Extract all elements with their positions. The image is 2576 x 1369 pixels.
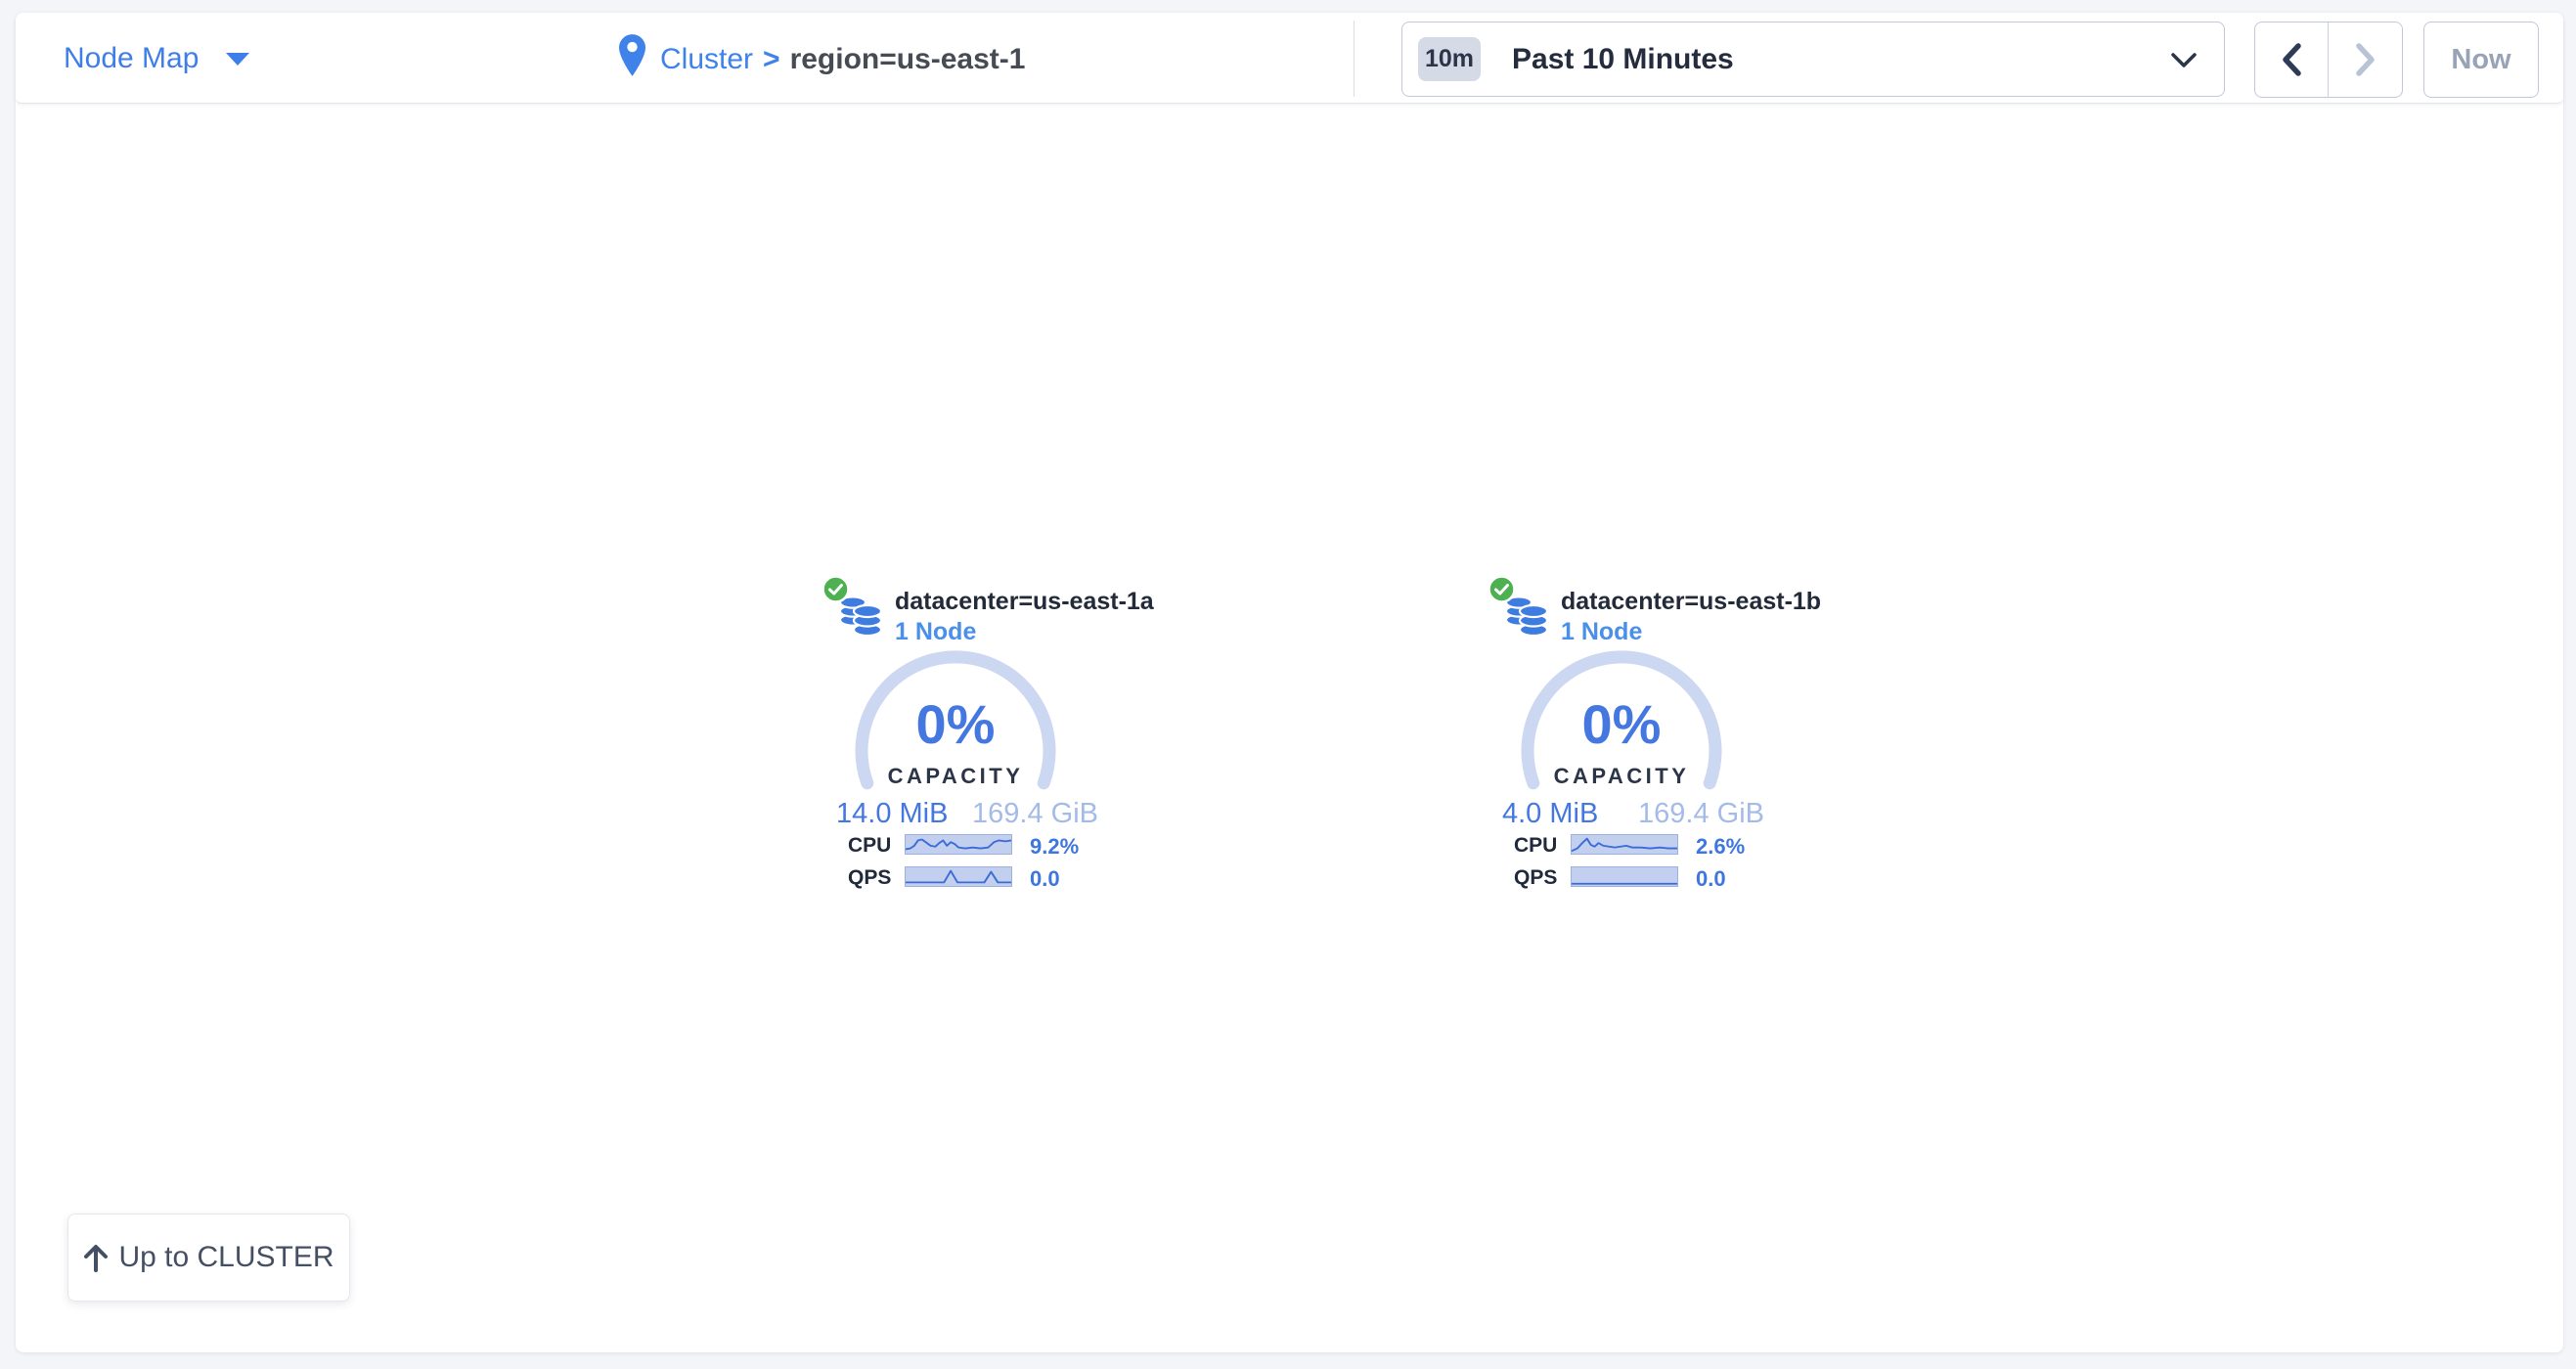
cpu-sparkline xyxy=(1571,834,1678,855)
qps-metric-row: QPS 0.0 xyxy=(809,866,1102,891)
datacenter-name: datacenter=us-east-1a xyxy=(895,588,1154,615)
chevron-right-icon xyxy=(2355,43,2375,76)
header-divider xyxy=(1354,21,1355,97)
up-to-cluster-label: Up to CLUSTER xyxy=(118,1241,334,1273)
now-button[interactable]: Now xyxy=(2423,22,2539,98)
view-selector-dropdown[interactable]: Node Map xyxy=(64,41,250,76)
capacity-used: 14.0 MiB xyxy=(836,798,949,829)
datacenter-node-count[interactable]: 1 Node xyxy=(1561,618,1643,645)
capacity-label: CAPACITY xyxy=(887,764,1024,788)
qps-metric-row: QPS 0.0 xyxy=(1475,866,1768,891)
qps-sparkline xyxy=(905,866,1012,887)
capacity-total: 169.4 GiB xyxy=(1638,798,1764,829)
qps-label: QPS xyxy=(848,866,892,889)
capacity-used: 4.0 MiB xyxy=(1502,798,1599,829)
database-stack-icon xyxy=(838,596,883,638)
qps-value: 0.0 xyxy=(1030,866,1060,891)
datacenter-card[interactable]: datacenter=us-east-1a 1 Node 0% CAPACITY… xyxy=(809,567,1154,909)
qps-sparkline xyxy=(1571,866,1678,887)
time-range-label: Past 10 Minutes xyxy=(1512,42,1734,75)
capacity-total: 169.4 GiB xyxy=(972,798,1098,829)
time-step-buttons xyxy=(2254,22,2403,98)
time-forward-button[interactable] xyxy=(2329,22,2402,97)
node-map-panel: Node Map Cluster > region=us-east-1 10m … xyxy=(16,13,2563,1352)
arrow-up-icon xyxy=(84,1245,109,1272)
capacity-label: CAPACITY xyxy=(1553,764,1690,788)
datacenter-card[interactable]: datacenter=us-east-1b 1 Node 0% CAPACITY… xyxy=(1475,567,1821,909)
healthy-check-icon xyxy=(822,575,850,603)
caret-down-icon xyxy=(226,52,250,66)
cpu-value: 2.6% xyxy=(1696,834,1746,859)
healthy-check-icon xyxy=(1488,575,1516,603)
breadcrumb-current: region=us-east-1 xyxy=(789,43,1026,75)
capacity-range: 14.0 MiB 169.4 GiB xyxy=(836,798,1098,830)
cpu-label: CPU xyxy=(1514,834,1558,857)
capacity-gauge-arc xyxy=(855,650,1056,790)
breadcrumb-separator: > xyxy=(763,43,780,75)
view-selector-label: Node Map xyxy=(64,42,200,74)
capacity-gauge-arc xyxy=(1521,650,1722,790)
qps-value: 0.0 xyxy=(1696,866,1726,891)
location-pin-icon xyxy=(619,34,645,76)
cpu-label: CPU xyxy=(848,834,892,857)
database-stack-icon xyxy=(1504,596,1549,638)
breadcrumb-cluster-link[interactable]: Cluster xyxy=(660,43,754,75)
cpu-value: 9.2% xyxy=(1030,834,1080,859)
capacity-percentage: 0% xyxy=(1581,693,1662,755)
header-bar: Node Map Cluster > region=us-east-1 10m … xyxy=(16,13,2563,104)
chevron-left-icon xyxy=(2283,43,2301,76)
chevron-down-icon xyxy=(2171,53,2197,67)
time-back-button[interactable] xyxy=(2255,22,2329,97)
breadcrumb: Cluster > region=us-east-1 xyxy=(660,41,1025,78)
cpu-metric-row: CPU 2.6% xyxy=(1475,834,1768,859)
qps-label: QPS xyxy=(1514,866,1558,889)
capacity-percentage: 0% xyxy=(915,693,996,755)
time-range-dropdown[interactable]: 10m Past 10 Minutes xyxy=(1401,22,2225,97)
datacenter-node-count[interactable]: 1 Node xyxy=(895,618,977,645)
cpu-metric-row: CPU 9.2% xyxy=(809,834,1102,859)
datacenter-name: datacenter=us-east-1b xyxy=(1561,588,1822,615)
up-to-cluster-button[interactable]: Up to CLUSTER xyxy=(67,1214,350,1302)
cpu-sparkline xyxy=(905,834,1012,855)
time-range-badge: 10m xyxy=(1418,37,1481,81)
capacity-range: 4.0 MiB 169.4 GiB xyxy=(1502,798,1764,830)
